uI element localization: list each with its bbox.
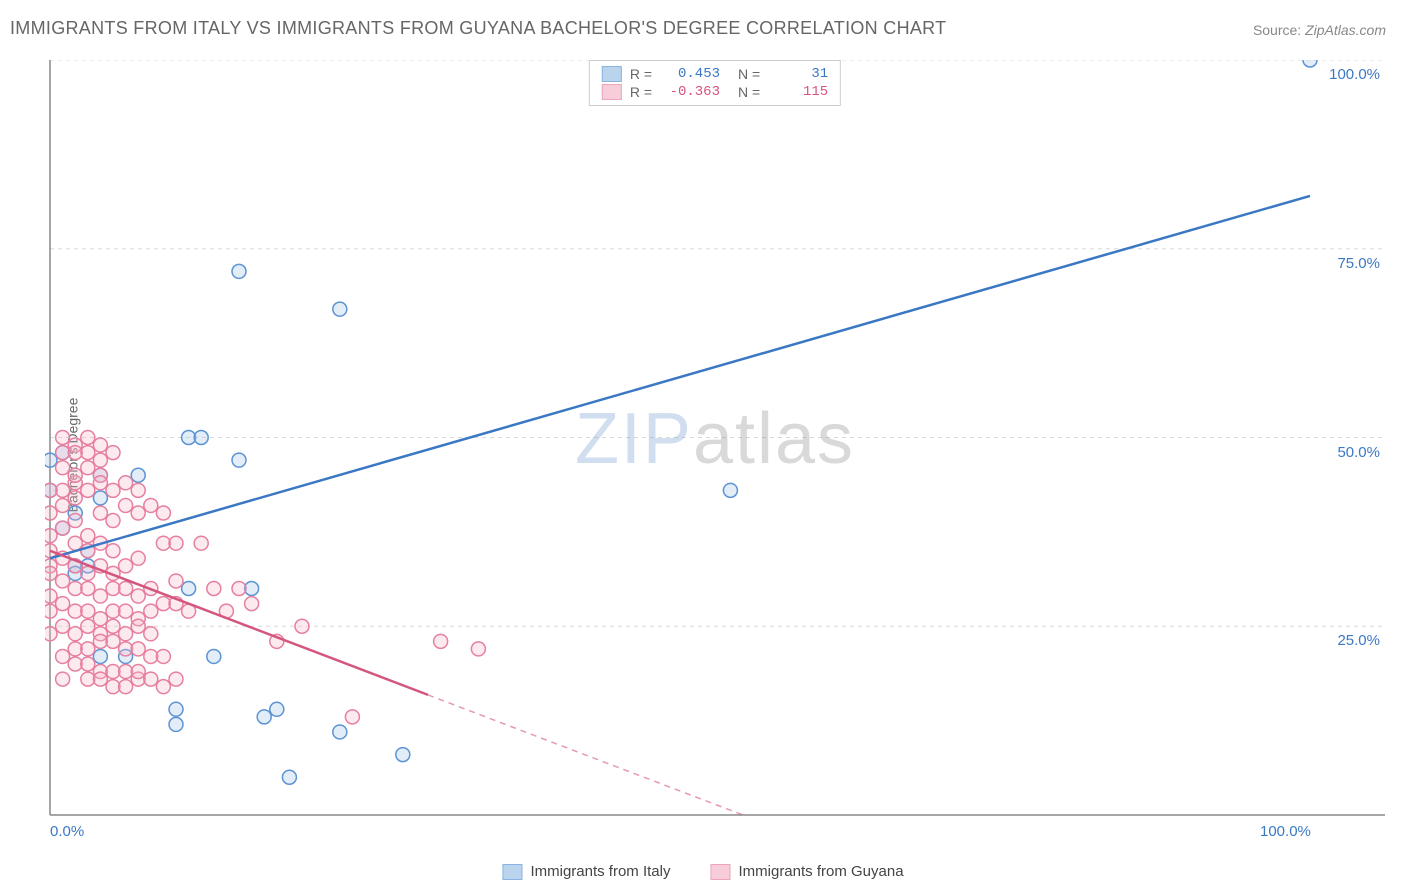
source-attribution: Source: ZipAtlas.com: [1253, 22, 1386, 38]
chart-area: Bachelor's Degree ZIPatlas R =0.453N =31…: [45, 60, 1385, 850]
r-value: 0.453: [660, 66, 720, 82]
chart-title: IMMIGRANTS FROM ITALY VS IMMIGRANTS FROM…: [10, 18, 946, 39]
legend-swatch: [602, 84, 622, 100]
r-label: R =: [630, 84, 652, 100]
stats-legend: R = 0.453 N = 31 R = -0.363 N = 115: [589, 60, 841, 106]
legend-swatch: [502, 864, 522, 880]
n-label: N =: [738, 84, 760, 100]
legend-label: Immigrants from Italy: [530, 863, 670, 880]
stats-legend-row: R = -0.363 N = 115: [602, 83, 828, 101]
y-tick-label: 25.0%: [1310, 632, 1380, 649]
y-tick-label: 50.0%: [1310, 444, 1380, 461]
n-label: N =: [738, 66, 760, 82]
r-value: -0.363: [660, 84, 720, 100]
y-tick-label: 100.0%: [1310, 66, 1380, 83]
legend-swatch: [710, 864, 730, 880]
series-legend: Immigrants from Italy Immigrants from Guy…: [502, 863, 903, 880]
legend-swatch: [602, 66, 622, 82]
r-label: R =: [630, 66, 652, 82]
legend-item: Immigrants from Guyana: [710, 863, 903, 880]
stats-legend-row: R = 0.453 N = 31: [602, 65, 828, 83]
x-tick-label: 100.0%: [1260, 823, 1311, 840]
source-value: ZipAtlas.com: [1305, 22, 1386, 38]
source-label: Source:: [1253, 22, 1301, 38]
legend-label: Immigrants from Guyana: [738, 863, 903, 880]
x-tick-label: 0.0%: [50, 823, 84, 840]
n-value: 31: [768, 66, 828, 82]
n-value: 115: [768, 84, 828, 100]
legend-item: Immigrants from Italy: [502, 863, 670, 880]
scatter-plot: [45, 60, 1385, 850]
y-tick-label: 75.0%: [1310, 255, 1380, 272]
